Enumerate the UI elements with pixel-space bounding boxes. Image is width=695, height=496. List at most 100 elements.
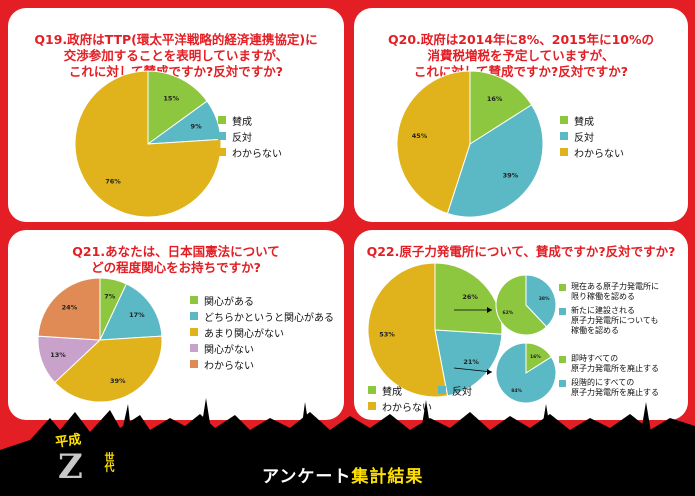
footer-title-sub: 集計結果 — [351, 467, 424, 487]
legend-label: 反対 — [452, 386, 472, 398]
q22-sub-yes-slice-1 — [495, 274, 548, 336]
legend-label: どちらかというと関心がある — [204, 312, 334, 324]
legend-swatch — [190, 360, 198, 368]
q19-label-2: 76% — [105, 177, 121, 185]
legend-swatch — [559, 308, 566, 315]
legend-swatch — [190, 312, 198, 320]
legend-item-notinterested: 関心がない — [190, 340, 334, 356]
q21-label-3: 13% — [50, 351, 66, 359]
legend-swatch — [559, 284, 566, 291]
brand-z-logo: Z — [58, 447, 83, 487]
q22-label-0: 26% — [462, 293, 478, 301]
sub-no-legend-item-2: 段階的にすべての 原子力発電所を廃止する — [559, 378, 659, 398]
q20-slice-2 — [396, 70, 471, 215]
q22-legend: 賛成 反対 わからない — [368, 382, 508, 414]
footer-title: アンケート集計結果 — [262, 462, 542, 487]
q19-legend: 賛成 反対 わからない — [218, 112, 282, 160]
q22-slice-0 — [434, 262, 503, 335]
q20-label-1: 39% — [503, 171, 519, 179]
q20-label-2: 45% — [412, 132, 428, 140]
legend-swatch — [190, 296, 198, 304]
q19-slice-2 — [74, 70, 222, 218]
q21-panel: Q21.あなたは、日本国憲法について どの程度関心をお持ちですか? 7% 17% 3… — [8, 230, 344, 420]
legend-label: 賛成 — [382, 386, 402, 398]
q21-label-0: 7% — [104, 292, 116, 300]
legend-swatch-no — [438, 386, 446, 394]
legend-swatch — [559, 380, 566, 387]
q22-arrow-1 — [453, 367, 493, 373]
legend-label: 反対 — [232, 132, 252, 144]
q19-label-0: 15% — [163, 94, 179, 102]
legend-swatch-yes — [368, 386, 376, 394]
brand-side-text: 世代 — [102, 452, 113, 472]
legend-label: わからない — [574, 148, 624, 160]
legend-label: 関心がある — [204, 296, 254, 308]
q21-label-2: 39% — [110, 377, 126, 385]
legend-item-yes: 賛成 — [368, 382, 438, 398]
q20-pie-chart: 16% 39% 45% — [396, 70, 544, 218]
q21-slice-1 — [99, 283, 163, 341]
legend-swatch — [559, 356, 566, 363]
legend-label: 賛成 — [232, 116, 252, 128]
legend-item-unsure: わからない — [190, 356, 334, 372]
legend-label: 現在ある原子力発電所に 限り稼働を認める — [571, 282, 659, 301]
q21-legend: 関心がある どちらかというと関心がある あまり関心がない 関心がない わからない — [190, 292, 334, 372]
legend-label: あまり関心がない — [204, 328, 284, 340]
legend-label: わからない — [382, 402, 432, 414]
legend-item-yes: 賛成 — [218, 112, 282, 128]
legend-label: 新たに建設される 原子力発電所についても 稼働を認める — [571, 306, 659, 335]
legend-item-no: 反対 — [560, 128, 624, 144]
q22-sub-no-label-0: 16% — [530, 354, 541, 360]
legend-label: わからない — [204, 360, 254, 372]
legend-item-no: 反対 — [438, 382, 508, 398]
q21-slice-4 — [37, 277, 101, 341]
q22-label-2: 53% — [379, 331, 395, 339]
legend-swatch-yes — [560, 116, 568, 124]
q19-label-1: 9% — [191, 123, 203, 131]
legend-swatch-unknown — [560, 148, 568, 156]
legend-item-no: 反対 — [218, 128, 282, 144]
q19-pie-chart: 15% 9% 76% — [74, 70, 222, 218]
sub-yes-legend-item-2: 新たに建設される 原子力発電所についても 稼働を認める — [559, 306, 658, 336]
legend-item-interested: 関心がある — [190, 292, 334, 308]
legend-label: 賛成 — [574, 116, 594, 128]
q22-sub-yes-slice-0 — [525, 274, 557, 328]
legend-label: 即時すべての 原子力発電所を廃止する — [571, 354, 659, 373]
q22-pie-chart: 26% 21% 53% 38% 62% 16% 84% — [367, 262, 557, 404]
q20-slice-1 — [446, 104, 544, 218]
legend-label: 関心がない — [204, 344, 254, 356]
q20-label-0: 16% — [487, 95, 503, 103]
legend-item-unknown: わからない — [218, 144, 282, 160]
legend-label: わからない — [232, 148, 282, 160]
legend-item-unknown: わからない — [368, 398, 468, 414]
legend-item-unknown: わからない — [560, 144, 624, 160]
sub-yes-legend-item-1: 現在ある原子力発電所に 限り稼働を認める — [559, 282, 659, 302]
q22-slice-2 — [367, 262, 449, 398]
q20-panel: Q20.政府は2014年に8%、2015年に10%の 消費税増税を予定しています… — [354, 8, 688, 222]
legend-swatch — [190, 328, 198, 336]
q20-slice-0 — [469, 70, 533, 145]
legend-swatch-unknown — [218, 148, 226, 156]
q20-legend: 賛成 反対 わからない — [560, 112, 624, 160]
sub-no-legend-item-1: 即時すべての 原子力発電所を廃止する — [559, 354, 659, 374]
legend-swatch-no — [560, 132, 568, 140]
legend-item-yes: 賛成 — [560, 112, 624, 128]
q22-panel: Q22.原子力発電所について、賛成ですか?反対ですか? 26% 21% 53% 38%… — [354, 230, 688, 420]
q22-title: Q22.原子力発電所について、賛成ですか?反対ですか? — [366, 244, 676, 259]
legend-swatch — [190, 344, 198, 352]
q22-sub-yes-label-1: 62% — [502, 310, 513, 316]
q21-label-4: 24% — [62, 303, 78, 311]
q19-slice-0 — [147, 70, 208, 145]
q22-label-1: 21% — [463, 358, 479, 366]
q22-slice-1 — [434, 329, 503, 397]
q19-panel: Q19.政府はTTP(環太平洋戦略的経済連携協定)に 交渉参加することを表明して… — [8, 8, 344, 222]
legend-swatch-no — [218, 132, 226, 140]
q22-sub-no-label-1: 84% — [511, 388, 522, 394]
q22-arrowhead-1 — [487, 369, 492, 375]
q21-pie-chart: 7% 17% 39% 13% 24% — [37, 277, 163, 403]
legend-item-notmuch: あまり関心がない — [190, 324, 334, 340]
q22-arrowhead-0 — [487, 307, 492, 313]
legend-swatch-unknown — [368, 402, 376, 410]
legend-swatch-yes — [218, 116, 226, 124]
legend-label: 反対 — [574, 132, 594, 144]
